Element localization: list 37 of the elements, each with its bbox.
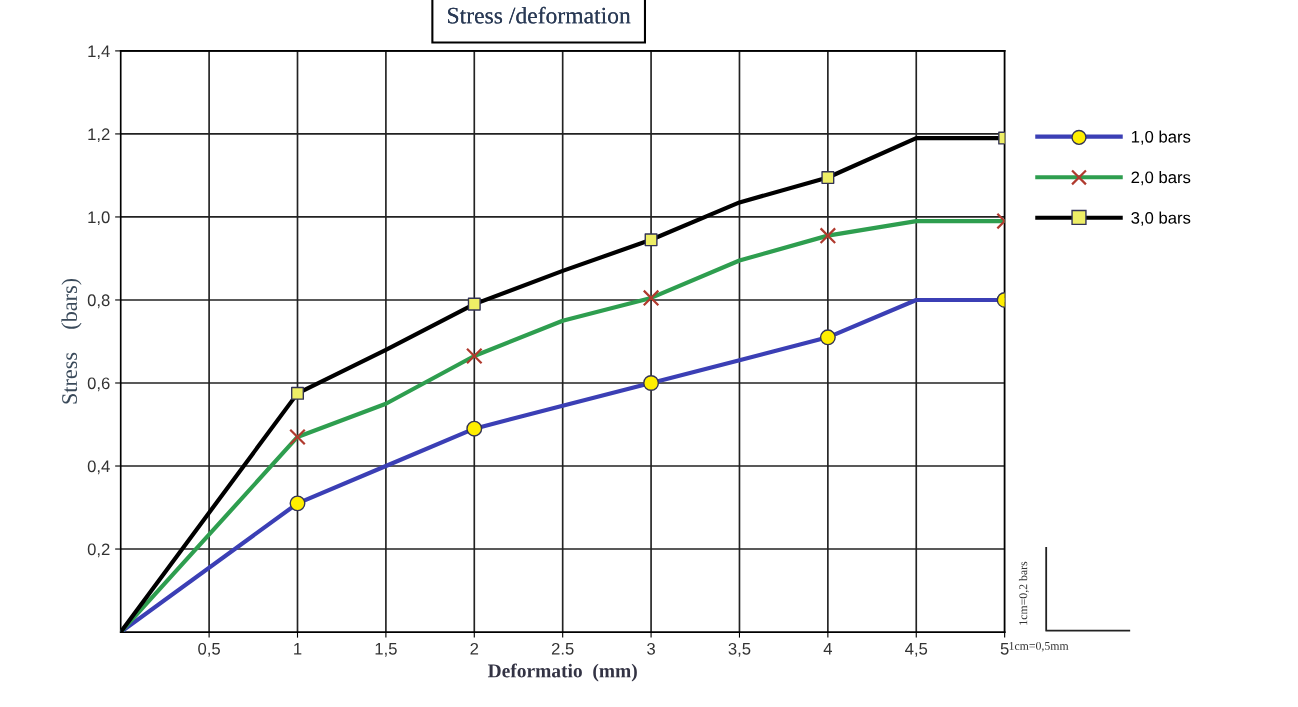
- legend-label: 3,0 bars: [1131, 211, 1191, 226]
- x-tick-label: 4: [823, 643, 833, 655]
- x-tick-label: 1,5: [375, 643, 397, 657]
- x-tick-label: 1: [294, 643, 302, 655]
- point: [644, 233, 658, 247]
- point: [819, 329, 836, 346]
- x-tick-label: 3,5: [728, 642, 751, 657]
- point: [289, 495, 306, 512]
- x-tick-label: 2.5: [551, 642, 574, 655]
- y-tick-label: 1,0: [88, 211, 110, 226]
- x-tick-label: 3: [647, 642, 655, 655]
- chart-title: Stress /deformation: [448, 6, 631, 24]
- legend-label: 2,0 bars: [1131, 170, 1191, 186]
- y-tick-label: 1,4: [88, 45, 110, 60]
- point: [642, 289, 660, 307]
- x-tick-label: 0,5: [198, 642, 220, 657]
- point: [290, 386, 305, 400]
- y-tick-label: 0,6: [87, 377, 110, 392]
- legend-label: 1,0 bars: [1131, 130, 1191, 145]
- y-tick-label: 0,2: [87, 543, 110, 558]
- x-tick-label: 5: [1000, 643, 1009, 655]
- point: [643, 375, 660, 391]
- x-tick-label: 2: [470, 642, 479, 655]
- point: [467, 297, 481, 311]
- point: [466, 420, 483, 437]
- y-tick-label: 0,8: [87, 294, 110, 309]
- y-tick-label: 1,2: [88, 128, 110, 143]
- point: [821, 171, 835, 185]
- text: 1cm=0,5mm: [1009, 641, 1069, 652]
- point: [289, 428, 306, 446]
- point: [819, 227, 837, 245]
- x-axis-title: Deformatio (mm): [487, 663, 637, 682]
- y-axis-title: Stress (bars): [61, 278, 82, 404]
- point: [465, 347, 483, 365]
- x-tick-label: 4,5: [905, 643, 928, 657]
- y-tick-label: 0,4: [87, 460, 110, 475]
- text: 1cm=0,2 bars: [1018, 561, 1029, 625]
